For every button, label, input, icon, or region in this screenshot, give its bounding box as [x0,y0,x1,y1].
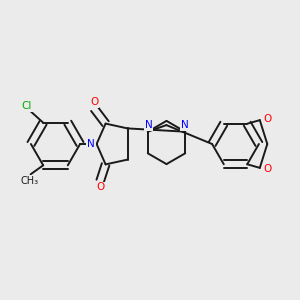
Text: N: N [181,120,188,130]
Text: O: O [96,182,104,193]
Text: O: O [90,97,98,107]
Text: N: N [87,139,95,149]
Text: N: N [145,120,152,130]
Text: O: O [263,114,272,124]
Text: O: O [263,164,272,174]
Text: Cl: Cl [22,101,32,111]
Text: CH₃: CH₃ [20,176,38,186]
